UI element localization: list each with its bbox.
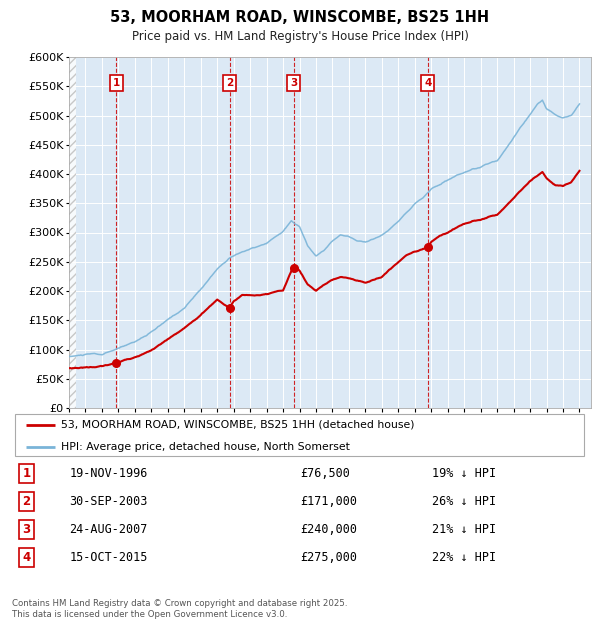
Text: 26% ↓ HPI: 26% ↓ HPI — [433, 495, 497, 508]
Text: £76,500: £76,500 — [300, 467, 350, 480]
Text: £171,000: £171,000 — [300, 495, 357, 508]
Text: 15-OCT-2015: 15-OCT-2015 — [70, 551, 148, 564]
Text: Price paid vs. HM Land Registry's House Price Index (HPI): Price paid vs. HM Land Registry's House … — [131, 30, 469, 43]
FancyBboxPatch shape — [15, 414, 584, 456]
Text: Contains HM Land Registry data © Crown copyright and database right 2025.
This d: Contains HM Land Registry data © Crown c… — [12, 600, 347, 619]
Text: 21% ↓ HPI: 21% ↓ HPI — [433, 523, 497, 536]
Text: 2: 2 — [22, 495, 31, 508]
Text: 2: 2 — [226, 78, 233, 88]
Text: 3: 3 — [290, 78, 297, 88]
Text: 53, MOORHAM ROAD, WINSCOMBE, BS25 1HH (detached house): 53, MOORHAM ROAD, WINSCOMBE, BS25 1HH (d… — [61, 420, 415, 430]
Text: £240,000: £240,000 — [300, 523, 357, 536]
Text: 24-AUG-2007: 24-AUG-2007 — [70, 523, 148, 536]
Text: 4: 4 — [22, 551, 31, 564]
Text: 53, MOORHAM ROAD, WINSCOMBE, BS25 1HH: 53, MOORHAM ROAD, WINSCOMBE, BS25 1HH — [110, 10, 490, 25]
Text: 1: 1 — [22, 467, 31, 480]
Text: 19-NOV-1996: 19-NOV-1996 — [70, 467, 148, 480]
Text: 3: 3 — [22, 523, 31, 536]
Text: 1: 1 — [113, 78, 120, 88]
Text: 30-SEP-2003: 30-SEP-2003 — [70, 495, 148, 508]
Text: 4: 4 — [424, 78, 431, 88]
Text: HPI: Average price, detached house, North Somerset: HPI: Average price, detached house, Nort… — [61, 441, 350, 451]
Text: 19% ↓ HPI: 19% ↓ HPI — [433, 467, 497, 480]
Text: £275,000: £275,000 — [300, 551, 357, 564]
Text: 22% ↓ HPI: 22% ↓ HPI — [433, 551, 497, 564]
